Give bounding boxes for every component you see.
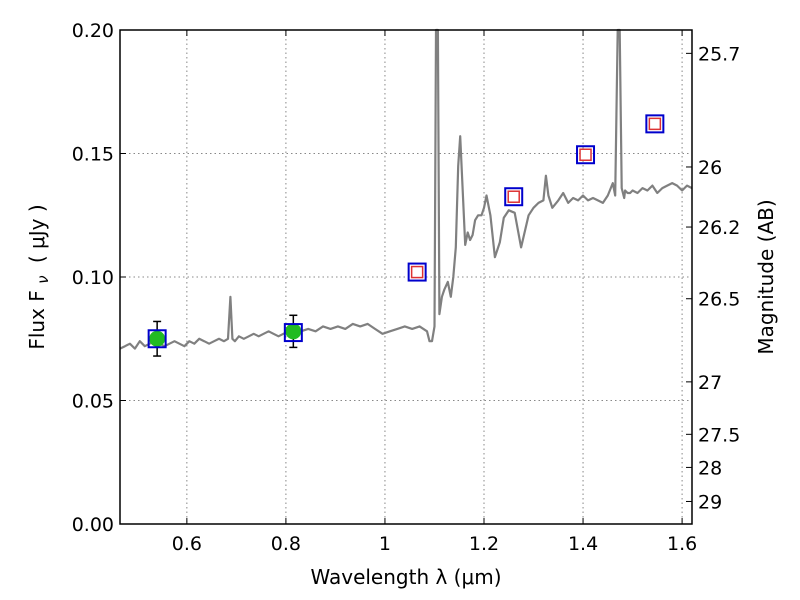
model-spectrum-line xyxy=(119,28,693,350)
upper-limit-square xyxy=(410,265,424,279)
y-axis-label-subscript: ν xyxy=(34,275,52,283)
magnitude-tick-label: 26 xyxy=(698,157,722,179)
y-axis-ticks: 0.00 0.05 0.10 0.15 0.20 xyxy=(72,20,126,536)
photometry-markers xyxy=(147,114,665,357)
magnitude-tick-label: 29 xyxy=(698,491,722,513)
y-tick-label: 0.00 xyxy=(72,514,114,536)
y-tick-label: 0.10 xyxy=(72,267,114,289)
magnitude-tick-label: 27.5 xyxy=(698,424,740,446)
observed-point xyxy=(285,323,302,340)
x-tick-label: 1 xyxy=(379,533,391,555)
x-tick-label: 1.2 xyxy=(469,533,499,555)
magnitude-tick-label: 26.5 xyxy=(698,289,740,311)
magnitude-tick-label: 25.7 xyxy=(698,43,740,65)
magnitude-axis-ticks: 25.7 26 26.2 26.5 27 27.5 28 29 xyxy=(686,43,740,513)
y-tick-label: 0.15 xyxy=(72,144,114,166)
magnitude-tick-label: 27 xyxy=(698,372,722,394)
observed-point xyxy=(149,330,166,347)
upper-limit-square xyxy=(507,190,520,203)
upper-limit-square xyxy=(579,148,592,161)
y-axis-label: Flux F ν ( μJy ) xyxy=(25,204,53,349)
model-flux-square xyxy=(576,145,596,165)
magnitude-axis-label: Magnitude (AB) xyxy=(754,199,778,354)
x-tick-label: 0.6 xyxy=(172,533,202,555)
y-axis-label-unit: ( μJy ) xyxy=(25,204,49,263)
x-axis-label: Wavelength λ (μm) xyxy=(310,565,501,589)
model-spectrum-series xyxy=(119,28,693,350)
y-axis-label-main: Flux F xyxy=(25,290,49,349)
y-tick-label: 0.20 xyxy=(72,20,114,42)
model-flux-square xyxy=(645,114,665,134)
x-tick-label: 1.6 xyxy=(667,533,697,555)
x-axis-ticks: 0.6 0.8 1 1.2 1.4 1.6 xyxy=(172,30,697,555)
x-tick-label: 0.8 xyxy=(271,533,301,555)
model-flux-square xyxy=(504,187,524,207)
model-flux-square xyxy=(283,323,303,343)
upper-limit-square xyxy=(648,117,662,131)
x-tick-label: 1.4 xyxy=(568,533,598,555)
model-flux-square xyxy=(407,262,427,282)
magnitude-tick-label: 26.2 xyxy=(698,217,740,239)
magnitude-tick-label: 28 xyxy=(698,457,722,479)
y-tick-label: 0.05 xyxy=(72,391,114,413)
model-flux-square xyxy=(147,329,167,349)
svg-text:Flux F ν ( μJy ): Flux F ν ( μJy ) xyxy=(25,204,53,349)
grid-lines xyxy=(120,30,692,524)
